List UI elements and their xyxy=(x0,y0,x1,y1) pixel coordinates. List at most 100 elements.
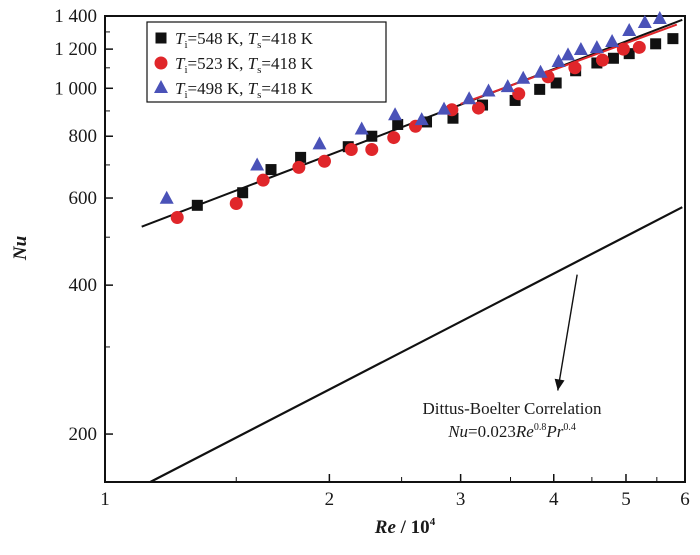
legend-marker-circle xyxy=(154,56,168,70)
x-tick-label: 4 xyxy=(549,489,559,510)
y-tick-label: 200 xyxy=(69,424,98,445)
point-triangle xyxy=(589,40,604,54)
formula-pr: Pr xyxy=(545,422,563,441)
y-axis-title-text: Nu xyxy=(10,236,31,261)
x-axis-title-rest: / 10 xyxy=(396,517,430,538)
point-square xyxy=(534,83,546,95)
point-triangle xyxy=(481,83,496,97)
legend-label-part: =523 K, xyxy=(188,54,248,73)
plot-frame xyxy=(104,15,686,483)
point-square xyxy=(191,199,203,211)
point-triangle xyxy=(388,107,403,121)
legend-label-part: =498 K, xyxy=(188,79,248,98)
legend-label-part: T xyxy=(248,79,259,98)
annotation-formula: Nu=0.023Re0.8Pr0.4 xyxy=(447,422,576,441)
point-circle xyxy=(632,40,646,54)
point-triangle xyxy=(354,121,369,135)
point-triangle xyxy=(622,23,637,37)
annotation-title: Dittus-Boelter Correlation xyxy=(423,399,602,418)
legend-marker-triangle xyxy=(154,79,168,93)
x-tick-label: 3 xyxy=(456,489,466,510)
formula-nu: Nu xyxy=(447,422,468,441)
legend-label: Ti=523 K, Ts=418 K xyxy=(175,54,314,76)
y-tick-label: 400 xyxy=(69,275,98,296)
point-triangle xyxy=(605,34,620,48)
y-tick-label: 600 xyxy=(69,188,98,209)
legend-label-part: T xyxy=(248,29,259,48)
legend-label-part: T xyxy=(175,54,186,73)
point-triangle xyxy=(250,157,265,171)
legend-box xyxy=(146,21,387,103)
legend-label-part: i xyxy=(184,39,187,51)
x-axis-title-exp: 4 xyxy=(430,516,436,528)
point-circle xyxy=(292,160,306,174)
point-triangle xyxy=(462,91,477,105)
legend-label-part: i xyxy=(184,64,187,76)
point-square xyxy=(366,130,378,142)
legend-marker-square xyxy=(155,32,167,44)
formula-re: Re xyxy=(515,422,534,441)
legend-label-part: =418 K xyxy=(261,29,313,48)
legend-label-part: T xyxy=(175,79,186,98)
point-triangle xyxy=(516,70,531,84)
point-square xyxy=(447,112,459,124)
point-triangle xyxy=(414,112,429,126)
x-axis-title-main: Re xyxy=(374,517,397,538)
point-circle xyxy=(595,53,609,67)
point-circle xyxy=(512,87,526,101)
legend-label-part: =418 K xyxy=(261,79,313,98)
legend: Ti=548 K, Ts=418 KTi=523 K, Ts=418 KTi=4… xyxy=(146,21,387,103)
point-square xyxy=(509,94,521,106)
point-square xyxy=(550,77,562,89)
point-circle xyxy=(387,131,401,145)
x-tick-label: 1 xyxy=(100,489,110,510)
point-square xyxy=(295,151,307,163)
legend-label-part: s xyxy=(257,89,261,101)
point-circle xyxy=(317,154,331,168)
legend-label-part: =548 K, xyxy=(188,29,248,48)
legend-label-part: s xyxy=(257,64,261,76)
y-tick-label: 1 400 xyxy=(54,6,97,27)
point-triangle xyxy=(533,64,548,78)
point-square xyxy=(607,52,619,64)
y-axis-title: Nu xyxy=(10,236,31,261)
point-circle xyxy=(568,61,582,75)
point-triangle xyxy=(437,101,452,115)
point-circle xyxy=(616,42,630,56)
point-triangle xyxy=(500,79,515,93)
point-circle xyxy=(344,143,358,157)
point-circle xyxy=(365,143,379,157)
y-axis: 200 400 600 800 1 000 1 200 1 400 xyxy=(54,6,113,445)
point-square xyxy=(667,33,679,45)
point-square xyxy=(392,118,404,130)
point-circle xyxy=(170,211,184,225)
annotation-arrow xyxy=(557,274,578,391)
point-triangle xyxy=(560,47,575,61)
point-square xyxy=(650,38,662,50)
legend-label-part: T xyxy=(175,29,186,48)
legend-label-part: =418 K xyxy=(261,54,313,73)
legend-label-part: i xyxy=(184,89,187,101)
point-square xyxy=(237,187,249,199)
legend-label: Ti=548 K, Ts=418 K xyxy=(175,29,314,51)
y-tick-label: 1 200 xyxy=(54,39,97,60)
x-axis: 1 2 3 4 5 6 xyxy=(100,474,690,510)
point-triangle xyxy=(551,53,566,67)
x-axis-title: Re / 104 xyxy=(374,516,436,538)
legend-label-part: T xyxy=(248,54,259,73)
point-circle xyxy=(256,173,270,187)
x-tick-label: 2 xyxy=(325,489,335,510)
annotation: Dittus-Boelter Correlation Nu=0.023Re0.8… xyxy=(423,274,602,441)
y-tick-label: 800 xyxy=(69,126,98,147)
point-triangle xyxy=(637,14,652,28)
legend-label: Ti=498 K, Ts=418 K xyxy=(175,79,314,101)
point-circle xyxy=(471,101,485,115)
line-dittus-boelter xyxy=(149,206,683,483)
x-tick-label: 6 xyxy=(680,489,690,510)
point-triangle xyxy=(312,136,327,150)
legend-label-part: s xyxy=(257,39,261,51)
formula-pr-exp: 0.4 xyxy=(563,422,576,433)
point-triangle xyxy=(573,41,588,55)
data-points xyxy=(159,11,679,225)
